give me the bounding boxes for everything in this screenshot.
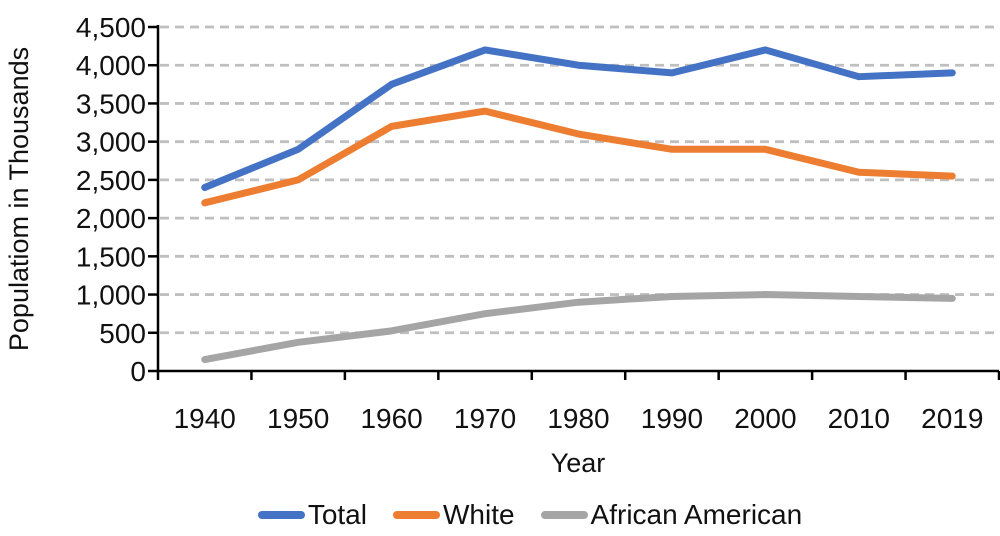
legend-label-total: Total: [307, 499, 367, 530]
y-tick-label: 2,500: [76, 165, 146, 196]
series-lines: [201, 46, 956, 364]
series-line-total: [201, 46, 956, 192]
x-tick-label: 1940: [174, 403, 236, 434]
y-tick-label: 3,000: [76, 127, 146, 158]
x-tick-label: 2019: [921, 403, 983, 434]
x-tick-label: 1950: [267, 403, 329, 434]
x-tick-label: 2000: [734, 403, 796, 434]
x-axis-tick-labels: 1940 1950 1960 1970 1980 1990 2000 2010 2019: [174, 403, 984, 434]
legend: Total White African American: [0, 496, 1000, 534]
legend-item-african-american: African American: [540, 499, 803, 531]
y-axis-title: Populatiom in Thousands: [4, 47, 34, 351]
y-tick-label: 0: [130, 356, 146, 387]
y-axis-tick-labels: 0 500 1,000 1,500 2,000 2,500 3,000 3,500 4,000 4…: [76, 12, 146, 387]
x-tick-label: 1990: [641, 403, 703, 434]
y-tick-label: 4,000: [76, 50, 146, 81]
x-axis-title: Year: [551, 448, 606, 478]
x-tick-label: 1980: [547, 403, 609, 434]
legend-swatch-total: [257, 510, 305, 520]
legend-item-total: Total: [257, 499, 367, 531]
legend-label-white: White: [442, 499, 515, 530]
legend-label-african-american: African American: [590, 499, 803, 530]
x-tick-label: 1960: [360, 403, 422, 434]
series-line-white: [201, 107, 956, 207]
series-line-african-american: [201, 291, 956, 364]
legend-swatch-white: [392, 510, 440, 520]
x-tick-label: 1970: [454, 403, 516, 434]
y-tick-label: 2,000: [76, 203, 146, 234]
y-tick-label: 1,500: [76, 241, 146, 272]
y-tick-label: 4,500: [76, 12, 146, 43]
x-tick-label: 2010: [828, 403, 890, 434]
y-tick-label: 1,000: [76, 280, 146, 311]
legend-swatch-african-american: [540, 510, 588, 520]
axes: [148, 25, 1000, 380]
legend-item-white: White: [392, 499, 515, 531]
y-tick-label: 3,500: [76, 88, 146, 119]
y-tick-label: 500: [99, 318, 146, 349]
